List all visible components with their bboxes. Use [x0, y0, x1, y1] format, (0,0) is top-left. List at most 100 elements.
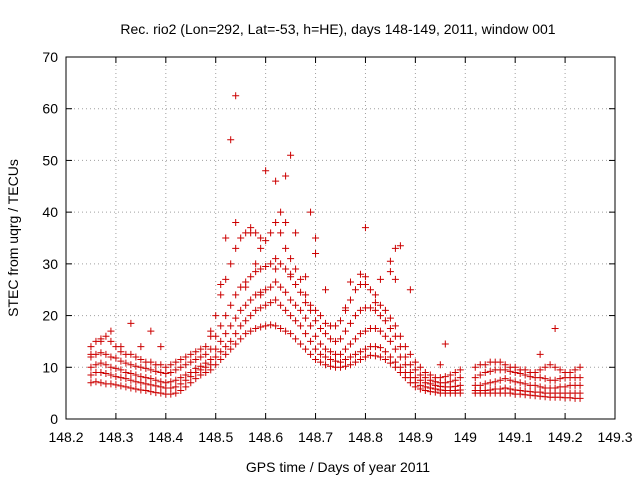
data-point	[307, 208, 315, 216]
data-point	[391, 275, 399, 283]
data-point	[227, 337, 235, 345]
data-point	[471, 363, 479, 371]
data-point	[257, 291, 265, 299]
data-point	[237, 335, 245, 343]
x-tick-label: 148.2	[48, 429, 83, 445]
data-point	[267, 321, 275, 329]
data-point	[551, 384, 559, 392]
data-point	[322, 286, 330, 294]
data-point	[456, 381, 464, 389]
data-point	[97, 379, 105, 387]
data-point	[187, 350, 195, 358]
data-point	[107, 327, 115, 335]
data-point	[257, 265, 265, 273]
data-point	[381, 348, 389, 356]
data-point	[252, 306, 260, 314]
data-point	[102, 350, 110, 358]
data-point	[317, 312, 325, 320]
data-point	[142, 380, 150, 388]
data-point	[371, 299, 379, 307]
data-point	[102, 361, 110, 369]
y-tick-label: 30	[42, 256, 58, 272]
data-point	[371, 291, 379, 299]
data-point	[576, 381, 584, 389]
data-point	[177, 363, 185, 371]
x-tick-label: 148.5	[198, 429, 233, 445]
data-point	[202, 343, 210, 351]
data-point	[411, 366, 419, 374]
data-point	[287, 330, 295, 338]
data-point	[376, 275, 384, 283]
data-point	[232, 291, 240, 299]
data-point	[396, 363, 404, 371]
data-point	[341, 304, 349, 312]
data-point	[351, 358, 359, 366]
data-point	[247, 273, 255, 281]
data-point	[267, 260, 275, 268]
data-point	[272, 255, 280, 263]
data-point	[302, 299, 310, 307]
data-point	[287, 255, 295, 263]
data-point	[376, 344, 384, 352]
data-point	[222, 343, 230, 351]
data-point	[132, 362, 140, 370]
data-point	[361, 353, 369, 361]
data-point	[262, 237, 270, 245]
data-point	[441, 340, 449, 348]
data-point	[386, 359, 394, 367]
data-point	[217, 291, 225, 299]
data-point	[272, 296, 280, 304]
data-point	[247, 312, 255, 320]
data-point	[451, 382, 459, 390]
data-point	[441, 373, 449, 381]
data-point	[197, 345, 205, 353]
data-point	[451, 368, 459, 376]
data-point	[292, 335, 300, 343]
data-point	[177, 387, 185, 395]
data-point	[177, 374, 185, 382]
data-point	[282, 288, 290, 296]
data-point	[267, 283, 275, 291]
y-axis-label: STEC from uqrg / TECUs	[5, 159, 21, 317]
data-point	[277, 229, 285, 237]
data-point	[312, 332, 320, 340]
data-point	[481, 387, 489, 395]
data-point	[217, 337, 225, 345]
x-tick-label: 148.3	[98, 429, 133, 445]
data-point	[531, 381, 539, 389]
data-point	[167, 378, 175, 386]
data-point	[381, 306, 389, 314]
data-point	[556, 375, 564, 383]
data-point	[242, 283, 250, 291]
data-point	[237, 322, 245, 330]
x-tick-label: 148.8	[348, 429, 383, 445]
data-point	[366, 351, 374, 359]
data-point	[112, 381, 120, 389]
data-point	[481, 380, 489, 388]
data-point	[172, 383, 180, 391]
data-point	[282, 265, 290, 273]
data-point	[386, 353, 394, 361]
data-point	[152, 389, 160, 397]
data-point	[302, 330, 310, 338]
data-point	[112, 354, 120, 362]
data-point	[322, 319, 330, 327]
data-point	[551, 363, 559, 371]
data-point	[127, 376, 135, 384]
data-point	[267, 229, 275, 237]
data-point	[282, 327, 290, 335]
data-point	[87, 379, 95, 387]
data-point	[356, 270, 364, 278]
data-point	[526, 388, 534, 396]
data-point	[376, 327, 384, 335]
data-point	[172, 376, 180, 384]
data-point	[197, 353, 205, 361]
data-point	[112, 364, 120, 372]
data-point	[486, 386, 494, 394]
x-tick-label: 148.4	[148, 429, 183, 445]
data-point	[302, 345, 310, 353]
data-point	[576, 363, 584, 371]
data-point	[351, 350, 359, 358]
data-point	[506, 376, 514, 384]
